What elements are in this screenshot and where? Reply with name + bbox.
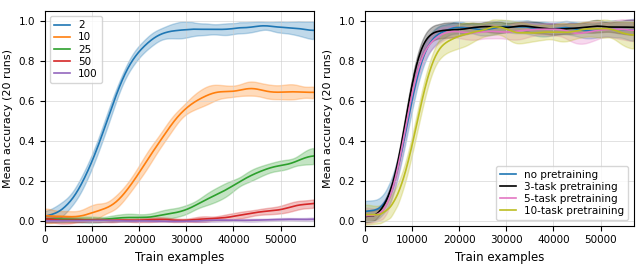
10-task pretraining: [630, 33, 637, 37]
50: [74, 218, 81, 222]
5-task pretraining: [361, 214, 369, 218]
10: [74, 215, 82, 218]
10: [247, 87, 255, 90]
50: [129, 219, 137, 222]
5-task pretraining: [530, 28, 538, 31]
10: [211, 91, 218, 95]
no pretraining: [361, 210, 369, 213]
3-task pretraining: [518, 24, 526, 28]
no pretraining: [394, 169, 401, 172]
no pretraining: [557, 26, 564, 30]
10: [68, 215, 76, 218]
10-task pretraining: [468, 31, 476, 34]
3-task pretraining: [449, 28, 456, 31]
5-task pretraining: [556, 28, 564, 31]
2: [129, 59, 136, 62]
100: [147, 219, 155, 223]
3-task pretraining: [557, 28, 564, 31]
Y-axis label: Mean accuracy (20 runs): Mean accuracy (20 runs): [323, 49, 333, 188]
5-task pretraining: [612, 28, 620, 31]
Line: 25: 25: [45, 156, 314, 220]
no pretraining: [467, 27, 475, 30]
2: [235, 26, 243, 29]
25: [310, 154, 317, 158]
100: [129, 219, 136, 223]
Legend: 2, 10, 25, 50, 100: 2, 10, 25, 50, 100: [50, 16, 102, 83]
3-task pretraining: [630, 26, 637, 29]
5-task pretraining: [467, 31, 475, 34]
100: [237, 219, 244, 222]
10-task pretraining: [557, 31, 565, 34]
50: [41, 217, 49, 221]
25: [148, 215, 156, 218]
25: [74, 218, 81, 221]
10-task pretraining: [449, 37, 457, 40]
25: [211, 194, 218, 197]
3-task pretraining: [556, 28, 563, 31]
100: [74, 219, 81, 222]
50: [237, 213, 244, 217]
Line: no pretraining: no pretraining: [365, 26, 634, 211]
25: [93, 218, 101, 221]
Line: 10-task pretraining: 10-task pretraining: [365, 27, 634, 215]
25: [237, 179, 244, 183]
2: [259, 24, 267, 28]
10: [129, 180, 137, 183]
Line: 3-task pretraining: 3-task pretraining: [365, 26, 634, 216]
2: [236, 26, 244, 29]
3-task pretraining: [467, 26, 475, 29]
3-task pretraining: [531, 26, 538, 29]
Y-axis label: Mean accuracy (20 runs): Mean accuracy (20 runs): [3, 49, 13, 188]
5-task pretraining: [555, 28, 563, 31]
3-task pretraining: [394, 164, 401, 167]
25: [236, 180, 243, 183]
50: [211, 217, 218, 220]
100: [168, 220, 176, 223]
no pretraining: [630, 28, 637, 32]
no pretraining: [502, 25, 509, 28]
Line: 10: 10: [45, 89, 314, 217]
10-task pretraining: [492, 25, 500, 29]
no pretraining: [449, 27, 456, 30]
10-task pretraining: [371, 213, 378, 216]
25: [41, 217, 49, 221]
5-task pretraining: [449, 30, 456, 33]
2: [147, 39, 155, 42]
no pretraining: [556, 26, 563, 30]
2: [310, 29, 317, 32]
100: [41, 219, 49, 222]
10: [236, 89, 243, 92]
10: [237, 88, 244, 92]
2: [74, 190, 81, 193]
X-axis label: Train examples: Train examples: [134, 251, 224, 264]
10-task pretraining: [361, 213, 369, 216]
2: [41, 214, 49, 218]
no pretraining: [531, 27, 538, 30]
Line: 50: 50: [45, 204, 314, 221]
2: [210, 28, 218, 31]
10: [148, 152, 156, 155]
X-axis label: Train examples: Train examples: [454, 251, 544, 264]
50: [148, 218, 156, 221]
Line: 2: 2: [45, 26, 314, 216]
25: [129, 216, 137, 219]
Line: 100: 100: [45, 219, 314, 221]
100: [211, 219, 218, 222]
50: [109, 219, 116, 222]
Line: 5-task pretraining: 5-task pretraining: [365, 29, 634, 216]
10-task pretraining: [394, 192, 402, 196]
3-task pretraining: [361, 215, 369, 218]
10-task pretraining: [556, 31, 564, 34]
10-task pretraining: [531, 31, 539, 35]
Legend: no pretraining, 3-task pretraining, 5-task pretraining, 10-task pretraining: no pretraining, 3-task pretraining, 5-ta…: [496, 166, 628, 220]
100: [310, 218, 317, 221]
50: [236, 214, 243, 217]
100: [236, 219, 243, 222]
5-task pretraining: [630, 29, 637, 32]
50: [310, 202, 317, 205]
10: [310, 91, 317, 94]
5-task pretraining: [394, 169, 401, 172]
10: [41, 214, 49, 218]
